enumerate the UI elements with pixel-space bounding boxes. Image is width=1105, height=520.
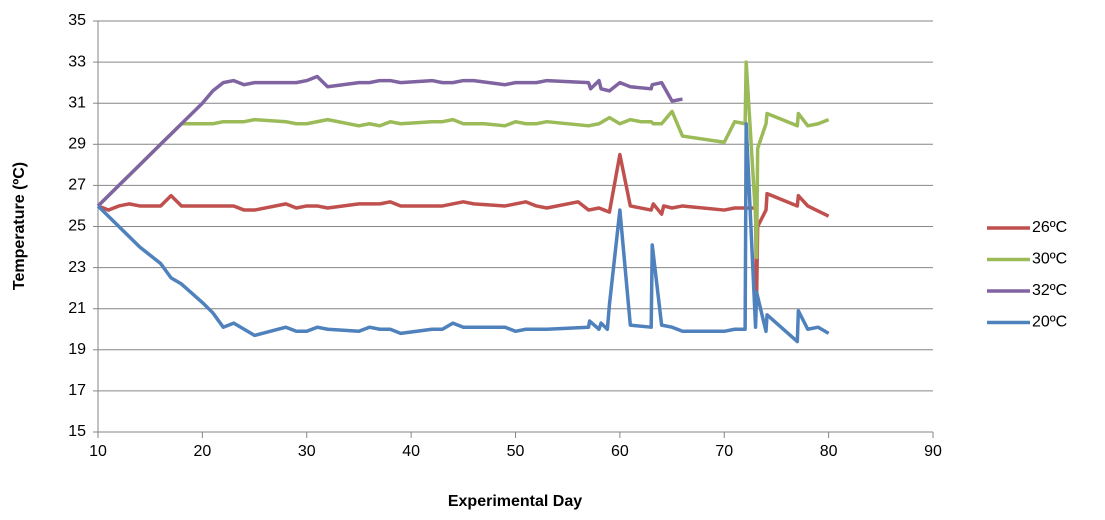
- x-tick-label: 30: [298, 443, 316, 460]
- y-tick-label: 23: [68, 259, 86, 276]
- series-line: [96, 60, 830, 260]
- legend-label: 30ºC: [1032, 251, 1067, 268]
- series-line: [96, 74, 683, 208]
- y-axis-title: Temperature (ºC): [11, 162, 28, 290]
- y-tick-label: 17: [68, 382, 86, 399]
- x-tick-label: 40: [402, 443, 420, 460]
- y-tick-label: 35: [68, 12, 86, 29]
- x-tick-label: 20: [193, 443, 211, 460]
- series-line: [96, 122, 830, 344]
- y-tick-label: 21: [68, 300, 86, 317]
- legend-label: 20ºC: [1032, 314, 1067, 331]
- y-tick-label: 25: [68, 218, 86, 235]
- y-tick-label: 15: [68, 423, 86, 440]
- legend-label: 32ºC: [1032, 282, 1067, 299]
- y-tick-label: 19: [68, 341, 86, 358]
- y-tick-label: 27: [68, 177, 86, 194]
- x-axis-title: Experimental Day: [448, 493, 582, 510]
- x-tick-label: 80: [820, 443, 838, 460]
- x-tick-label: 60: [611, 443, 629, 460]
- y-tick-label: 33: [68, 53, 86, 70]
- legend-label: 26ºC: [1032, 219, 1067, 236]
- y-tick-label: 31: [68, 94, 86, 111]
- x-tick-label: 90: [924, 443, 942, 460]
- x-tick-label: 70: [715, 443, 733, 460]
- y-tick-label: 29: [68, 136, 86, 153]
- x-tick-label: 50: [507, 443, 525, 460]
- x-tick-label: 10: [89, 443, 107, 460]
